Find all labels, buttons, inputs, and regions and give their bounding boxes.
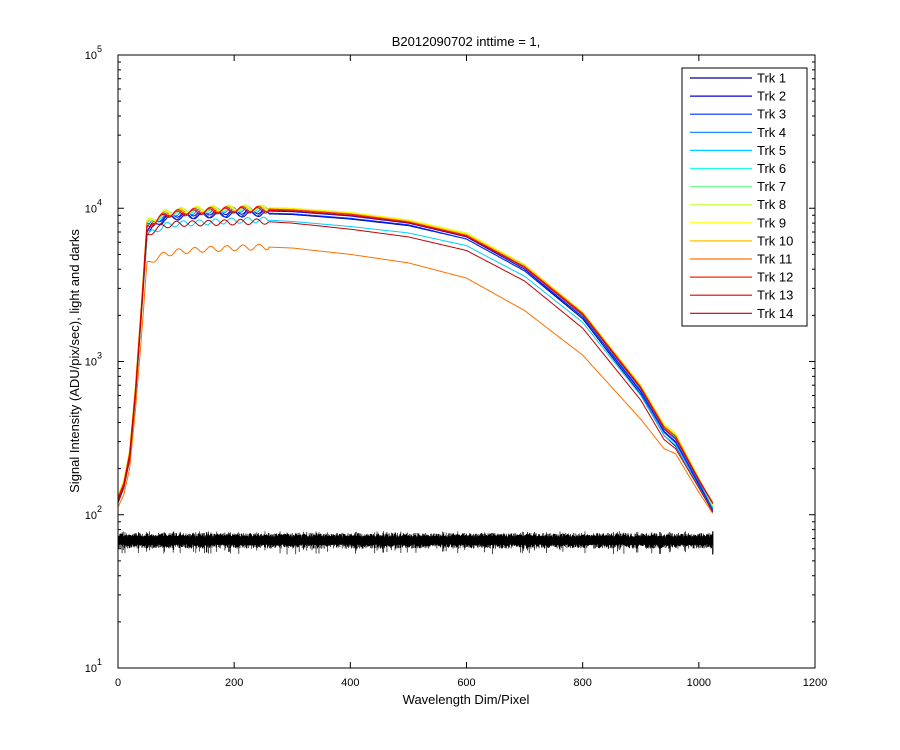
legend-label: Trk 5 xyxy=(757,143,786,158)
legend-label: Trk 1 xyxy=(757,71,786,86)
x-tick-label: 200 xyxy=(225,677,243,689)
legend-label: Trk 3 xyxy=(757,107,786,122)
legend-label: Trk 4 xyxy=(757,125,786,140)
chart-title: B2012090702 inttime = 1, xyxy=(392,34,541,49)
darks-band xyxy=(118,531,714,555)
legend-label: Trk 2 xyxy=(757,89,786,104)
x-tick-label: 1200 xyxy=(803,677,827,689)
series-line-trk-10 xyxy=(118,205,714,504)
y-tick-label: 102 xyxy=(85,504,102,522)
x-axis-ticks: 0 200 400 600 800 1000 1200 xyxy=(115,55,827,689)
x-tick-label: 1000 xyxy=(687,677,711,689)
axes: 0 200 400 600 800 1000 1200 101 102 103 104 105 xyxy=(85,44,828,689)
x-tick-label: 0 xyxy=(115,677,121,689)
legend-label: Trk 9 xyxy=(757,215,786,230)
x-tick-label: 400 xyxy=(341,677,359,689)
series-line-trk-14 xyxy=(118,218,714,513)
y-tick-label: 103 xyxy=(85,351,102,369)
legend-label: Trk 8 xyxy=(757,197,786,212)
legend-label: Trk 12 xyxy=(757,270,793,285)
y-tick-label: 101 xyxy=(85,657,102,675)
y-axis-title: Signal Intensity (ADU/pix/sec), light an… xyxy=(67,229,82,493)
legend-label: Trk 10 xyxy=(757,233,793,248)
series-layer xyxy=(118,204,714,514)
x-tick-label: 800 xyxy=(573,677,591,689)
legend-label: Trk 13 xyxy=(757,288,793,303)
series-line-trk-5 xyxy=(118,216,714,513)
series-line-trk-13 xyxy=(118,207,714,504)
darks-trace xyxy=(118,531,714,555)
series-line-trk-9 xyxy=(118,204,714,506)
y-axis-ticks: 101 102 103 104 105 xyxy=(85,44,815,675)
legend-label: Trk 7 xyxy=(757,179,786,194)
legend-label: Trk 11 xyxy=(757,252,792,267)
y-tick-label: 104 xyxy=(85,197,102,215)
legend-label: Trk 6 xyxy=(757,161,786,176)
x-tick-label: 600 xyxy=(457,677,475,689)
legend-label: Trk 14 xyxy=(757,306,793,321)
legend: Trk 1 Trk 2 Trk 3 Trk 4 Trk 5 Trk 6 Trk 7 Trk 8… xyxy=(681,67,808,327)
x-axis-title: Wavelength Dim/Pixel xyxy=(403,692,530,707)
y-tick-label: 105 xyxy=(85,44,102,62)
legend-box xyxy=(681,67,808,327)
series-line-trk-12 xyxy=(118,205,714,503)
series-line-trk-11 xyxy=(118,243,714,514)
